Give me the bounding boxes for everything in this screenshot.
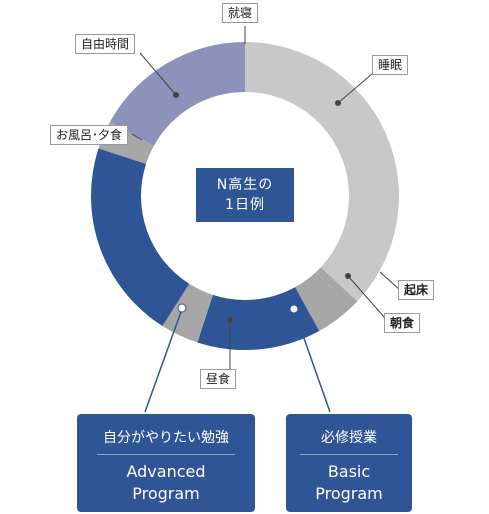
label-ofuro-yushoku: お風呂･夕食 xyxy=(50,125,129,145)
advanced-program-en-line1: Advanced xyxy=(126,462,206,481)
basic-program-en-line1: Basic xyxy=(327,462,371,481)
dot-suimin xyxy=(335,100,341,106)
label-choshoku: 朝食 xyxy=(384,313,421,333)
dot-jiyu-jikan xyxy=(173,92,179,98)
center-title-line1: N高生の xyxy=(216,177,274,193)
label-jiyu-jikan: 自由時間 xyxy=(75,34,136,54)
center-title-box: N高生の 1日例 xyxy=(196,168,294,222)
segment-advanced xyxy=(91,148,190,327)
basic-program-en-line2: Program xyxy=(315,484,383,503)
label-kisho: 起床 xyxy=(398,280,435,300)
leader-dots xyxy=(173,92,351,323)
leader-lines xyxy=(131,26,401,413)
label-chushoku: 昼食 xyxy=(200,369,237,389)
advanced-program-divider xyxy=(96,454,236,455)
dot-basic xyxy=(289,304,299,314)
leader-basic xyxy=(293,309,331,413)
segment-choshoku xyxy=(295,271,351,331)
basic-program-jp: 必修授業 xyxy=(321,430,377,446)
dot-chushoku xyxy=(227,317,233,323)
leader-suimin xyxy=(337,73,373,104)
segment-kisho xyxy=(316,267,358,309)
segment-suimin xyxy=(245,42,399,302)
leader-choshoku xyxy=(347,275,386,319)
basic-program-divider xyxy=(299,454,399,455)
leader-jiyu-jikan xyxy=(139,52,177,96)
label-shushin: 就寝 xyxy=(222,3,259,23)
segment-basic xyxy=(197,287,320,351)
advanced-program-en-line2: Program xyxy=(132,484,200,503)
basic-program-en: Basic Program xyxy=(315,461,383,505)
dot-choshoku xyxy=(345,273,351,279)
leader-advanced xyxy=(144,308,183,413)
leader-kisho xyxy=(379,271,401,291)
advanced-program-en: Advanced Program xyxy=(126,461,205,505)
dot-advanced xyxy=(177,303,187,313)
advanced-program-jp: 自分がやりたい勉強 xyxy=(103,430,229,446)
label-suimin: 睡眠 xyxy=(372,55,409,75)
leader-ofuro-yushoku xyxy=(131,133,143,141)
basic-program-box: 必修授業 Basic Program xyxy=(286,414,412,512)
advanced-program-box: 自分がやりたい勉強 Advanced Program xyxy=(77,414,255,512)
center-title-line2: 1日例 xyxy=(225,197,265,213)
